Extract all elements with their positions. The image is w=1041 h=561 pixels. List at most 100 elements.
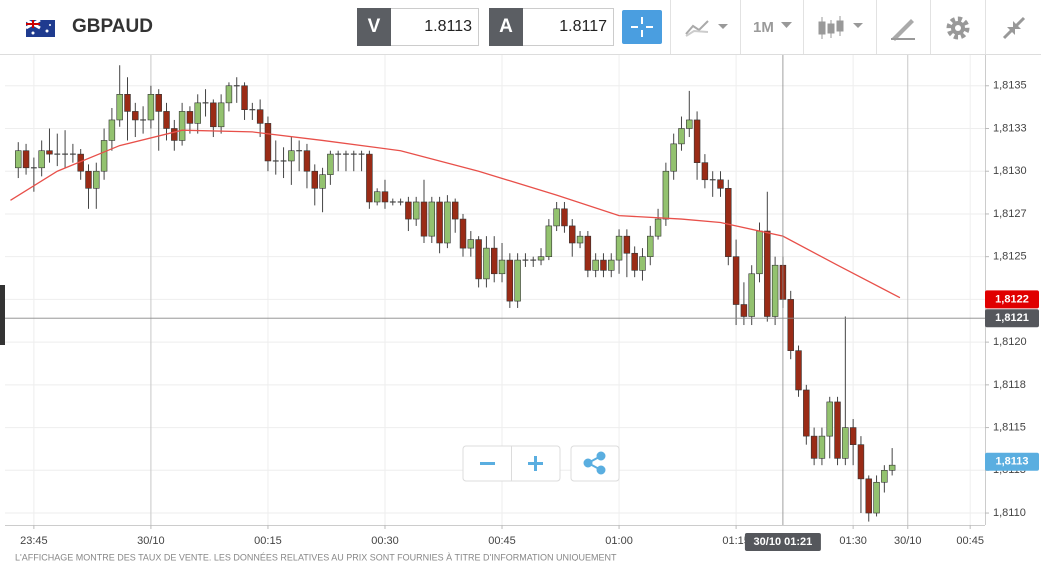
- candle-body: [600, 259, 607, 271]
- candle-body: [85, 170, 92, 189]
- candle-body: [756, 230, 763, 275]
- zoom-in-icon: [534, 456, 537, 471]
- candle-body: [412, 201, 420, 220]
- candle-body: [428, 201, 436, 237]
- candle-body: [194, 102, 201, 124]
- candle-body: [483, 247, 490, 280]
- candle-body: [436, 201, 443, 244]
- x-tick-label: 00:45: [488, 535, 516, 547]
- candle-body: [693, 119, 701, 163]
- y-tick-label: 1,8130: [993, 165, 1027, 177]
- chart-type-button[interactable]: [684, 18, 732, 38]
- y-tick-label: 1,8135: [993, 80, 1027, 92]
- candle-body: [810, 435, 818, 459]
- collapse-button[interactable]: [1001, 15, 1027, 41]
- bid-price: 1.8113: [391, 8, 479, 46]
- candle-body: [545, 225, 553, 257]
- candle-body: [849, 427, 857, 445]
- candle-body: [241, 85, 248, 110]
- candle-body: [38, 150, 45, 169]
- candle-body: [303, 150, 311, 172]
- separator: [985, 0, 986, 54]
- candle-body: [725, 188, 732, 257]
- candle-body: [662, 170, 670, 220]
- y-tick-label: 1,8133: [993, 122, 1027, 134]
- candle-body: [670, 143, 677, 172]
- candle-body: [678, 128, 685, 145]
- candle-body: [171, 128, 178, 141]
- candle-body: [732, 256, 740, 305]
- candle-body: [490, 247, 498, 275]
- price-tag-label: 1,8113: [995, 456, 1028, 468]
- grid: 1,8135 1,8133 1,8130 1,8127 1,8125 1,8122 1,81…: [5, 55, 1027, 547]
- candle-body: [256, 109, 264, 124]
- price-tag: [985, 309, 1039, 328]
- moving-average: [10, 129, 901, 299]
- symbol: GBPAUD: [72, 16, 153, 37]
- candle-body: [124, 94, 131, 112]
- price-tag-label: 1,8121: [995, 312, 1029, 324]
- bid-label: V: [357, 8, 391, 46]
- candle-body: [100, 140, 108, 172]
- toolbar: GBPAUD V 1.8113 A 1.8117 1M: [0, 0, 1041, 55]
- candle-body: [22, 150, 30, 169]
- zoom-out-button[interactable]: [480, 462, 495, 465]
- y-tick-label: 1,8110: [993, 507, 1026, 519]
- candle-body: [873, 481, 880, 514]
- candle-body: [615, 235, 623, 261]
- share-icon: [583, 451, 606, 475]
- candle-body: [459, 218, 467, 249]
- candle-body: [288, 150, 295, 162]
- candle-type-button[interactable]: [817, 14, 867, 42]
- settings-button[interactable]: [945, 15, 971, 41]
- x-tick-label: 01:00: [605, 535, 633, 547]
- candle-body: [740, 304, 748, 317]
- candle-body: [319, 174, 326, 189]
- y-tick-label: 1,8125: [993, 251, 1027, 263]
- candle-body: [701, 162, 709, 181]
- crosshair-button[interactable]: [622, 10, 662, 44]
- x-tick-label: 01:15: [722, 535, 750, 547]
- candle-body: [178, 111, 186, 141]
- candle-body: [444, 201, 451, 244]
- candle-body: [771, 264, 779, 317]
- y-tick-label: 1,8120: [993, 336, 1027, 348]
- separator: [876, 0, 877, 54]
- candle-body: [561, 208, 568, 227]
- candle-body: [818, 435, 826, 459]
- candle-body: [210, 102, 217, 128]
- candle-body: [132, 111, 139, 121]
- candle-body: [186, 111, 194, 124]
- x-tick-label: 30/10: [894, 535, 922, 547]
- drawing-tools-button[interactable]: [889, 15, 917, 41]
- overlay: 30/10 01:21 1,8122 1,8121 1,8113: [5, 55, 1039, 551]
- candle-body: [467, 239, 475, 249]
- candle-body: [93, 170, 100, 189]
- candle-body: [748, 273, 755, 317]
- candle-body: [826, 401, 833, 437]
- x-tick-label: 00:30: [371, 535, 399, 547]
- candle-body: [264, 123, 272, 162]
- candle-body: [163, 111, 170, 129]
- zoom-controls: [462, 445, 620, 482]
- candle-body: [842, 427, 849, 459]
- plot: [10, 65, 901, 522]
- candle-body: [147, 94, 155, 121]
- candle-body: [155, 94, 162, 112]
- share-panel[interactable]: [570, 445, 620, 482]
- candle-body: [217, 102, 225, 128]
- candle-body: [881, 470, 888, 483]
- candle-body: [803, 389, 810, 437]
- timeframe-button[interactable]: 1M: [753, 19, 774, 36]
- candle-body: [381, 191, 389, 203]
- candle-body: [116, 94, 123, 121]
- candle-body: [405, 201, 412, 220]
- candle-body: [311, 170, 318, 189]
- candle-body: [366, 153, 373, 203]
- candle-body: [865, 478, 872, 514]
- candle-body: [639, 256, 646, 271]
- separator: [670, 0, 671, 54]
- candle-body: [888, 464, 896, 471]
